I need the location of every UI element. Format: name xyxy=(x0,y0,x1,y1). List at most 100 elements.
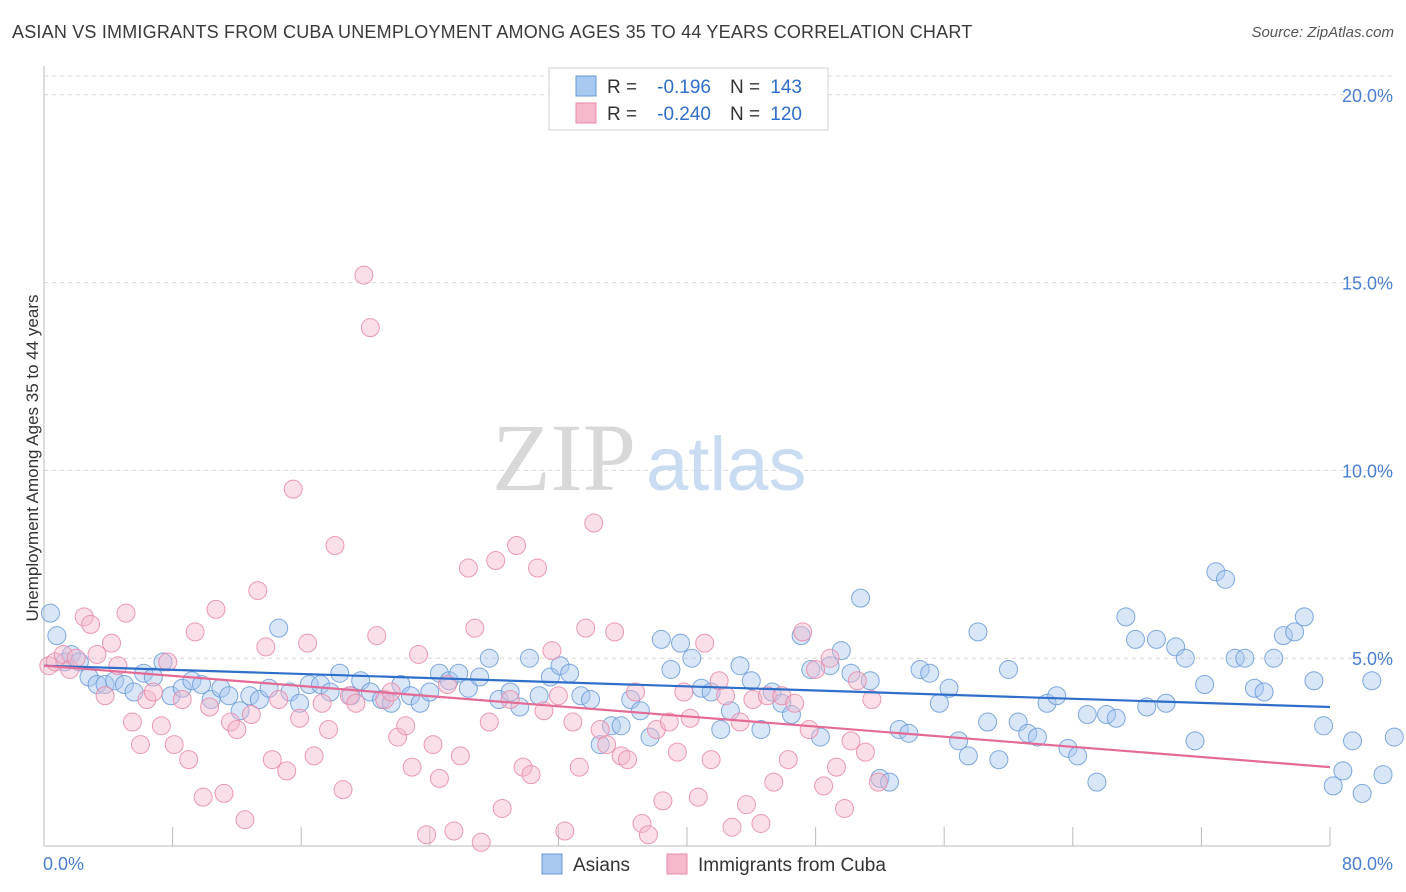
asian-point xyxy=(153,652,173,672)
asian-point xyxy=(711,720,731,740)
cuba-point xyxy=(569,757,589,777)
asian-point xyxy=(880,772,900,792)
legend-cuba-r-value: -0.240 xyxy=(657,104,711,125)
legend-asian-n-label: N = xyxy=(730,77,760,98)
asian-point xyxy=(1116,607,1136,627)
cuba-point xyxy=(402,757,422,777)
legend-cuba-n-label: N = xyxy=(730,104,760,125)
asian-point xyxy=(682,648,702,668)
asian-point xyxy=(420,682,440,702)
asian-point xyxy=(1156,693,1176,713)
asian-point xyxy=(741,671,761,691)
cuba-point xyxy=(450,746,470,766)
cuba-point xyxy=(626,682,646,702)
asian-point xyxy=(519,648,539,668)
cuba-point xyxy=(333,780,353,800)
cuba-point xyxy=(200,697,220,717)
cuba-point xyxy=(847,671,867,691)
cuba-point xyxy=(444,821,464,841)
cuba-point xyxy=(437,674,457,694)
source-label: Source: ZipAtlas.com xyxy=(1251,24,1394,41)
cuba-point xyxy=(214,783,234,803)
asian-point xyxy=(230,701,250,721)
y-tick-labels: 5.0% 10.0% 15.0% 20.0% xyxy=(1342,86,1393,669)
asian-point xyxy=(1254,682,1274,702)
asian-point xyxy=(1195,674,1215,694)
asian-point xyxy=(470,667,490,687)
cuba-point xyxy=(206,599,226,619)
asian-point xyxy=(1352,783,1372,803)
asian-point xyxy=(1185,731,1205,751)
cuba-point xyxy=(492,798,512,818)
asian-point xyxy=(581,690,601,710)
cuba-point xyxy=(164,735,184,755)
cuba-point xyxy=(290,708,310,728)
cuba-point xyxy=(806,659,826,679)
cuba-point xyxy=(584,513,604,533)
asian-point xyxy=(1216,569,1236,589)
cuba-point xyxy=(521,765,541,785)
cuba-point xyxy=(471,832,491,852)
cuba-point xyxy=(632,813,652,833)
asian-point xyxy=(172,678,192,698)
x-tick-label: 0.0% xyxy=(43,854,84,874)
asian-point xyxy=(240,686,260,706)
cuba-point xyxy=(701,750,721,770)
cuba-point xyxy=(486,551,506,571)
watermark-zip: ZIP xyxy=(492,404,636,511)
cuba-point xyxy=(667,742,687,762)
asian-point xyxy=(280,682,300,702)
asian-point xyxy=(1273,626,1293,646)
asian-point xyxy=(269,618,289,638)
cuba-point xyxy=(227,720,247,740)
watermark-atlas: atlas xyxy=(646,422,807,507)
chart-title: ASIAN VS IMMIGRANTS FROM CUBA UNEMPLOYME… xyxy=(12,22,973,42)
cuba-point xyxy=(319,720,339,740)
asian-point xyxy=(611,716,631,736)
asian-point xyxy=(831,641,851,661)
asian-point xyxy=(949,731,969,751)
asian-point xyxy=(1027,727,1047,747)
cuba-point xyxy=(695,633,715,653)
cuba-point xyxy=(429,768,449,788)
asian-point xyxy=(1137,697,1157,717)
cuba-point xyxy=(793,622,813,642)
cuba-point xyxy=(143,682,163,702)
grid-lines xyxy=(44,75,1394,659)
asian-point xyxy=(939,678,959,698)
asian-point xyxy=(1166,637,1186,657)
asian-point xyxy=(1146,629,1166,649)
asian-point xyxy=(1087,772,1107,792)
cuba-points xyxy=(39,265,888,852)
asian-point xyxy=(571,686,591,706)
cuba-point xyxy=(479,712,499,732)
asian-point xyxy=(1384,727,1404,747)
asian-point xyxy=(479,648,499,668)
asian-point xyxy=(671,633,691,653)
asian-point xyxy=(1373,765,1393,785)
cuba-point xyxy=(507,536,527,556)
cuba-point xyxy=(563,712,583,732)
x-tick-label: 80.0% xyxy=(1342,854,1393,874)
cuba-point xyxy=(500,690,520,710)
asian-point xyxy=(999,659,1018,679)
cuba-point xyxy=(458,558,478,578)
legend-asian-r-value: -0.196 xyxy=(657,77,711,98)
asian-point xyxy=(1264,648,1284,668)
asian-point xyxy=(968,622,988,642)
asian-point xyxy=(751,720,771,740)
asian-point xyxy=(1304,671,1324,691)
cuba-point xyxy=(611,746,631,766)
asian-point xyxy=(1047,686,1067,706)
asian-point xyxy=(1314,716,1334,736)
cuba-point xyxy=(868,772,888,792)
asian-point xyxy=(1206,562,1226,582)
asian-point xyxy=(1106,708,1126,728)
cuba-point xyxy=(137,690,157,710)
asian-point xyxy=(114,674,134,694)
cuba-point xyxy=(820,648,840,668)
cuba-point xyxy=(855,742,875,762)
asian-point xyxy=(910,659,930,679)
legend-box: R = -0.196 N = 143 R = -0.240 N = 120 xyxy=(548,67,829,131)
